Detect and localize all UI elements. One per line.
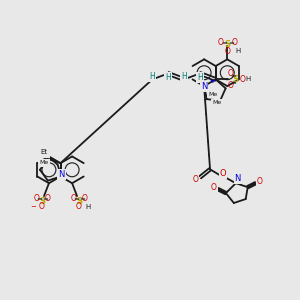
Text: =: =: [36, 196, 42, 202]
Text: Et: Et: [40, 149, 47, 155]
Text: O: O: [82, 194, 88, 202]
Text: O: O: [211, 183, 217, 192]
Text: H: H: [165, 73, 171, 82]
Text: Me: Me: [212, 100, 221, 105]
Text: =: =: [230, 73, 236, 79]
Text: O: O: [33, 194, 39, 202]
Text: H: H: [181, 72, 187, 81]
Text: O: O: [45, 194, 51, 202]
Text: O: O: [231, 38, 237, 47]
Text: +: +: [209, 78, 215, 84]
Text: S: S: [232, 75, 238, 84]
Text: O: O: [192, 175, 198, 184]
Text: =: =: [79, 196, 85, 202]
Text: O: O: [228, 81, 233, 90]
Text: N: N: [235, 174, 241, 183]
Text: =: =: [230, 80, 236, 86]
Text: O: O: [70, 194, 76, 202]
Text: H: H: [197, 73, 203, 82]
Text: N: N: [201, 82, 207, 91]
Text: O: O: [218, 38, 223, 47]
Text: =: =: [73, 196, 79, 202]
Text: H: H: [149, 72, 155, 81]
Text: O: O: [228, 69, 233, 78]
Text: Me: Me: [39, 152, 49, 157]
Text: H: H: [246, 76, 251, 82]
Text: Me: Me: [39, 160, 49, 166]
Text: O: O: [39, 202, 45, 211]
Text: =: =: [42, 196, 48, 202]
Text: O: O: [239, 75, 245, 84]
Text: =: =: [228, 40, 234, 46]
Text: S: S: [76, 196, 82, 206]
Text: H: H: [235, 48, 241, 54]
Text: S: S: [39, 196, 45, 206]
Text: O: O: [224, 47, 230, 56]
Text: Me: Me: [208, 92, 218, 97]
Text: H: H: [85, 204, 91, 210]
Text: O: O: [220, 169, 226, 178]
Text: =: =: [221, 40, 227, 46]
Text: N: N: [58, 170, 65, 179]
Text: S: S: [224, 40, 230, 49]
Text: O: O: [76, 202, 82, 211]
Text: O: O: [257, 177, 262, 186]
Text: −: −: [30, 204, 36, 210]
